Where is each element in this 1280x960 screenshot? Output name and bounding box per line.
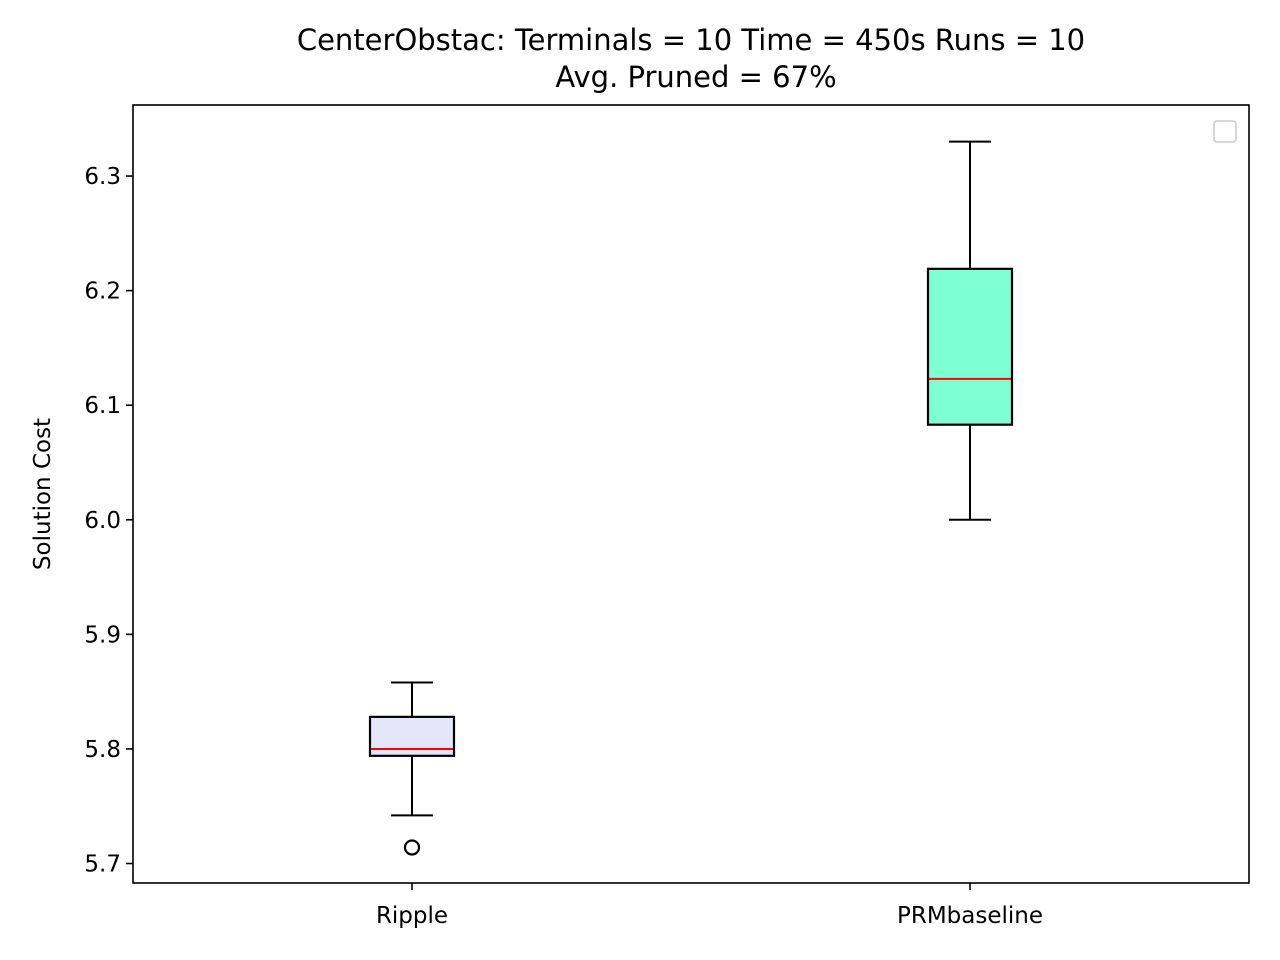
y-tick-label: 5.7 — [84, 852, 121, 878]
x-tick-label: PRMbaseline — [897, 903, 1043, 929]
y-tick-label: 6.0 — [84, 508, 121, 534]
y-tick-label: 5.9 — [84, 622, 121, 648]
box-iqr — [926, 267, 1014, 426]
plot-area: 5.7 5.8 5.9 6.0 6.1 6.2 6.3 Ripple PRMbaseline — [84, 140, 1043, 929]
outlier-point — [403, 839, 421, 856]
y-tick-label: 6.2 — [84, 279, 121, 305]
plot-frame — [132, 104, 1250, 884]
chart-title-line2: Avg. Pruned = 67% — [555, 60, 836, 94]
box-iqr — [368, 715, 456, 757]
y-tick-label: 6.1 — [84, 393, 121, 419]
y-tick-label: 5.8 — [84, 737, 121, 763]
x-tick-label: Ripple — [376, 903, 448, 929]
legend-box — [1213, 120, 1237, 143]
y-axis-label: Solution Cost — [30, 418, 56, 570]
y-tick-label: 6.3 — [84, 164, 121, 190]
chart-title-line1: CenterObstac: Terminals = 10 Time = 450s… — [297, 23, 1085, 57]
